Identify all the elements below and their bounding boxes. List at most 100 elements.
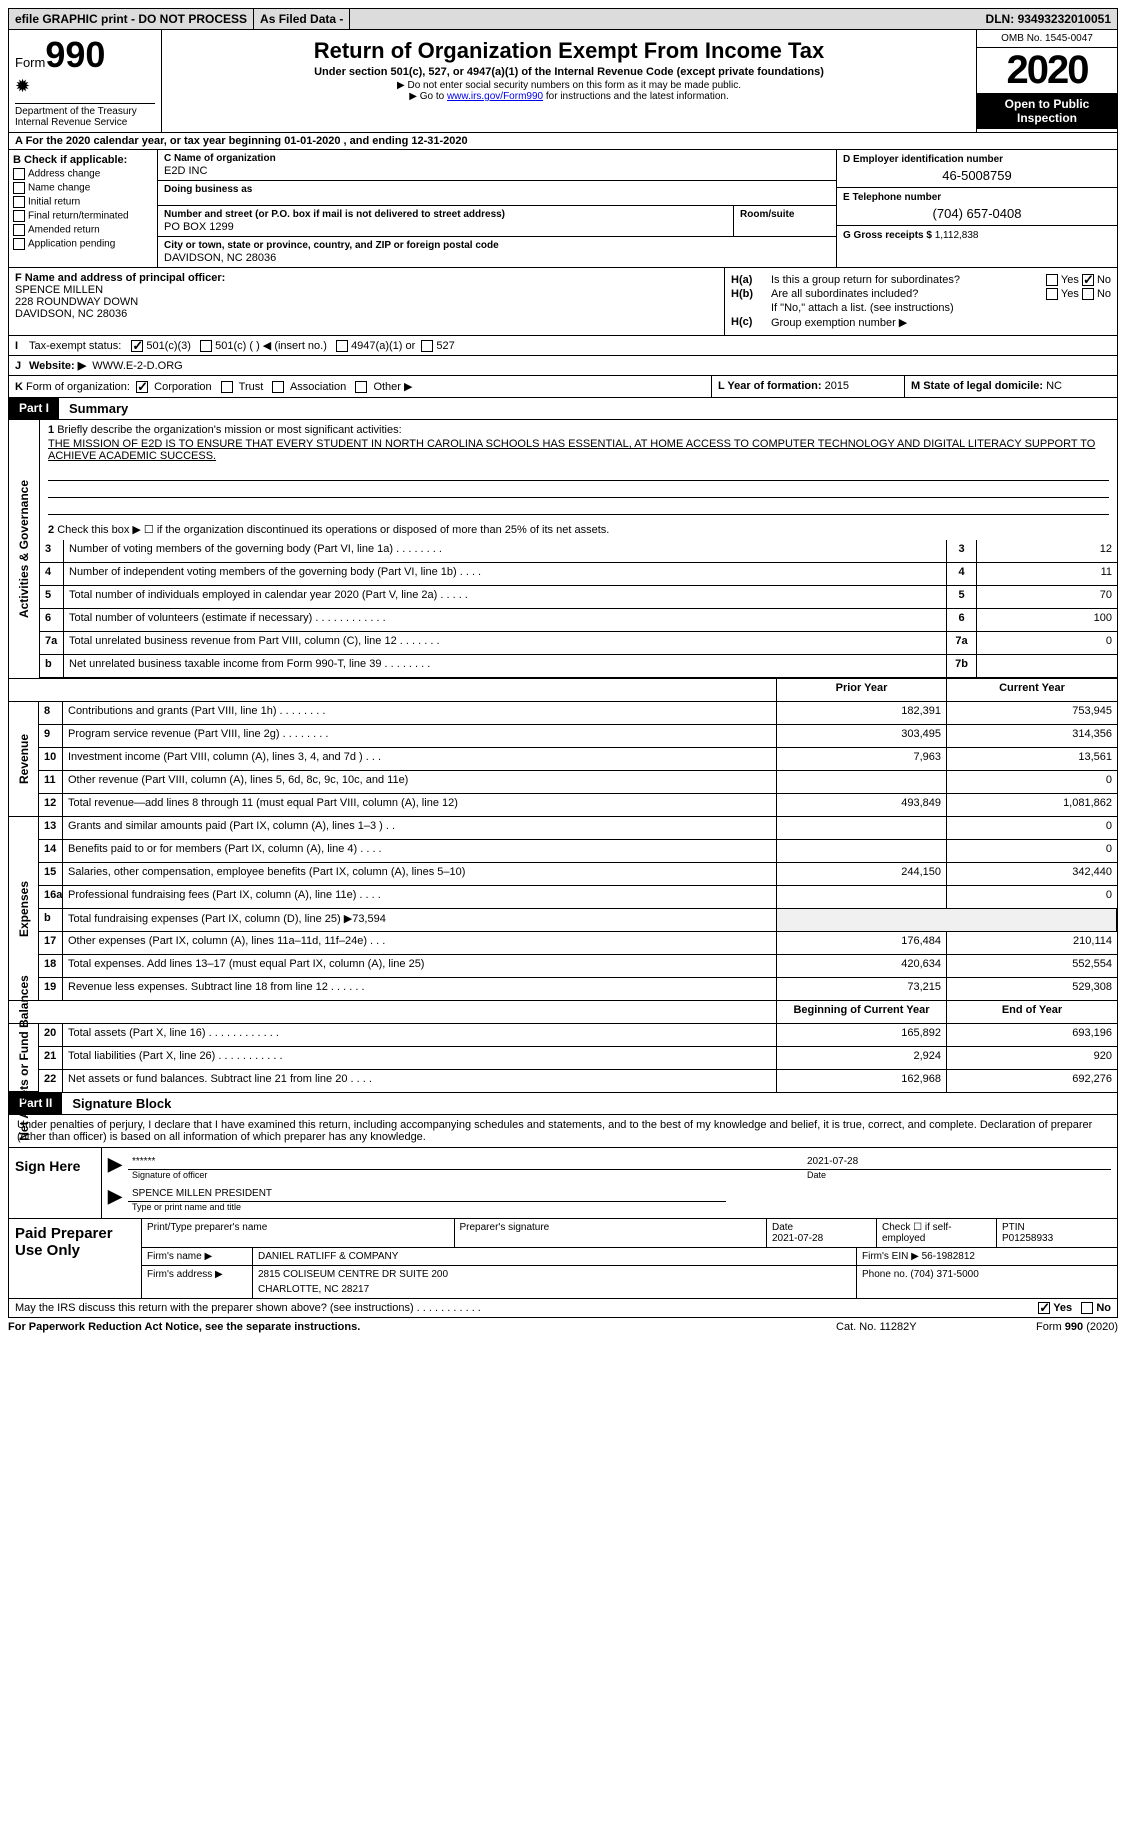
chk-527[interactable] [421,340,433,352]
current-year-value: 314,356 [947,725,1117,748]
line-value: 100 [977,609,1117,632]
chk-ha-no[interactable] [1082,274,1094,286]
row-a-tax-year: A For the 2020 calendar year, or tax yea… [8,133,1118,150]
efile-notice: efile GRAPHIC print - DO NOT PROCESS [9,9,254,29]
line-desc: Professional fundraising fees (Part IX, … [63,886,777,909]
line-num: 4 [40,563,64,586]
chk-discuss-yes[interactable] [1038,1302,1050,1314]
chk-hb-yes[interactable] [1046,288,1058,300]
arrow-icon: ▶ [108,1154,128,1180]
line-desc: Other revenue (Part VIII, column (A), li… [63,771,777,794]
line-value: 12 [977,540,1117,563]
line-num: 16a [39,886,63,909]
line-desc: Number of independent voting members of … [64,563,947,586]
chk-4947[interactable] [336,340,348,352]
row-klm: K Form of organization: Corporation Trus… [8,376,1118,398]
chk-hb-no[interactable] [1082,288,1094,300]
form-title: Return of Organization Exempt From Incom… [168,38,970,64]
prep-date: 2021-07-28 [772,1233,823,1244]
governance-table: 3Number of voting members of the governi… [40,540,1117,678]
header-row: Form990 ✹ Department of the Treasury Int… [8,30,1118,133]
chk-association[interactable] [272,381,284,393]
irs-link[interactable]: www.irs.gov/Form990 [447,91,543,102]
page-footer: For Paperwork Reduction Act Notice, see … [8,1318,1118,1336]
chk-501c3[interactable] [131,340,143,352]
row-j-website: J Website: ▶ WWW.E-2-D.ORG [8,356,1118,376]
year-formation: 2015 [825,380,849,392]
vlabel-governance: Activities & Governance [9,420,40,678]
chk-other[interactable] [355,381,367,393]
financial-table: Prior YearCurrent YearRevenue8Contributi… [8,679,1118,1093]
chk-final-return[interactable] [13,210,25,222]
eagle-icon: ✹ [15,76,155,97]
line-box: 7b [947,655,977,678]
chk-trust[interactable] [221,381,233,393]
current-year-value: 0 [947,817,1117,840]
line-num: 22 [39,1070,63,1092]
line-desc: Other expenses (Part IX, column (A), lin… [63,932,777,955]
ssn-note: ▶ Do not enter social security numbers o… [168,80,970,91]
line-num: 12 [39,794,63,817]
tax-year: 2020 [977,48,1117,93]
officer-signature: ****** [132,1156,807,1167]
dept-label: Department of the Treasury Internal Reve… [15,103,155,128]
line-box: 6 [947,609,977,632]
line-desc: Total unrelated business revenue from Pa… [64,632,947,655]
current-year-value: 529,308 [947,978,1117,1001]
line-desc: Grants and similar amounts paid (Part IX… [63,817,777,840]
line-box: 3 [947,540,977,563]
prior-year-value: 7,963 [777,748,947,771]
arrow-icon: ▶ [108,1186,128,1212]
line-num: 7a [40,632,64,655]
irs-discuss-row: May the IRS discuss this return with the… [8,1299,1118,1318]
vlabel-section: Expenses [9,817,39,1001]
perjury-statement: Under penalties of perjury, I declare th… [9,1115,1117,1147]
current-year-value: 693,196 [947,1024,1117,1047]
section-fh: F Name and address of principal officer:… [8,268,1118,336]
chk-corporation[interactable] [136,381,148,393]
firm-phone: (704) 371-5000 [910,1269,978,1280]
section-c-org-info: C Name of organization E2D INC Doing bus… [158,150,837,267]
chk-address-change[interactable] [13,168,25,180]
line-num: b [40,655,64,678]
chk-amended-return[interactable] [13,224,25,236]
chk-name-change[interactable] [13,182,25,194]
section-h-group: H(a) Is this a group return for subordin… [725,268,1117,335]
officer-addr1: 228 ROUNDWAY DOWN [15,296,718,308]
omb-number: OMB No. 1545-0047 [977,30,1117,48]
officer-printed-name: SPENCE MILLEN PRESIDENT [132,1188,722,1199]
line-num: 8 [39,702,63,725]
line-value [977,655,1117,678]
org-city: DAVIDSON, NC 28036 [164,252,830,264]
line-desc: Number of voting members of the governin… [64,540,947,563]
mission-text: THE MISSION OF E2D IS TO ENSURE THAT EVE… [48,436,1109,464]
line-desc: Program service revenue (Part VIII, line… [63,725,777,748]
line-desc: Total fundraising expenses (Part IX, col… [63,909,777,932]
state-domicile: NC [1046,380,1062,392]
current-year-value: 552,554 [947,955,1117,978]
form-subtitle: Under section 501(c), 527, or 4947(a)(1)… [168,66,970,78]
section-d-ein: D Employer identification number 46-5008… [837,150,1117,267]
firm-addr1: 2815 COLISEUM CENTRE DR SUITE 200 [258,1269,851,1280]
current-year-value: 210,114 [947,932,1117,955]
form-990-page: efile GRAPHIC print - DO NOT PROCESS As … [8,8,1118,1336]
prior-year-value: 73,215 [777,978,947,1001]
prior-year-value [777,840,947,863]
line-desc: Net unrelated business taxable income fr… [64,655,947,678]
chk-initial-return[interactable] [13,196,25,208]
line-desc: Revenue less expenses. Subtract line 18 … [63,978,777,1001]
chk-application-pending[interactable] [13,238,25,250]
line-num: 11 [39,771,63,794]
chk-ha-yes[interactable] [1046,274,1058,286]
gross-receipts: 1,112,838 [935,230,979,241]
top-bar: efile GRAPHIC print - DO NOT PROCESS As … [8,8,1118,30]
chk-discuss-no[interactable] [1081,1302,1093,1314]
prior-year-value [777,817,947,840]
sign-date: 2021-07-28 [807,1156,1107,1167]
chk-501c[interactable] [200,340,212,352]
section-b-checkboxes: B Check if applicable: Address change Na… [9,150,158,267]
prior-year-value: 493,849 [777,794,947,817]
line-num: 6 [40,609,64,632]
line-num: 9 [39,725,63,748]
preparer-row: Paid Preparer Use Only Print/Type prepar… [9,1218,1117,1298]
